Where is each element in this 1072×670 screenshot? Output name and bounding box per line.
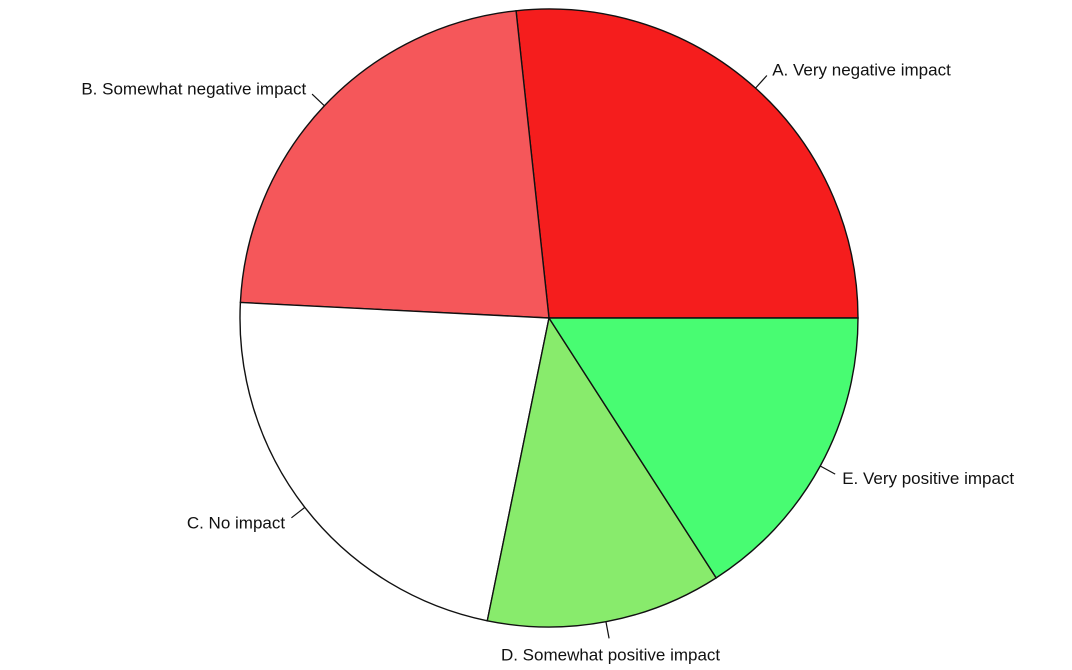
slice-label-d: D. Somewhat positive impact bbox=[501, 645, 720, 664]
slices-layer bbox=[239, 8, 859, 628]
slice-label-e: E. Very positive impact bbox=[842, 469, 1014, 488]
pie-slice-d bbox=[486, 316, 718, 628]
pie-slice-e bbox=[547, 317, 859, 579]
pie-slice-b bbox=[239, 9, 550, 319]
leader-line-d bbox=[605, 621, 610, 639]
pie-slice-a bbox=[515, 8, 859, 319]
slice-label-c: C. No impact bbox=[187, 514, 286, 533]
leader-line-e bbox=[819, 465, 836, 475]
labels-layer: A. Very negative impact B. Somewhat negat… bbox=[81, 61, 1014, 665]
leader-line-a bbox=[755, 75, 768, 89]
leader-line-b bbox=[311, 93, 325, 107]
leader-line-c bbox=[291, 506, 306, 519]
slice-label-b: B. Somewhat negative impact bbox=[81, 80, 306, 99]
slice-label-a: A. Very negative impact bbox=[772, 61, 951, 80]
